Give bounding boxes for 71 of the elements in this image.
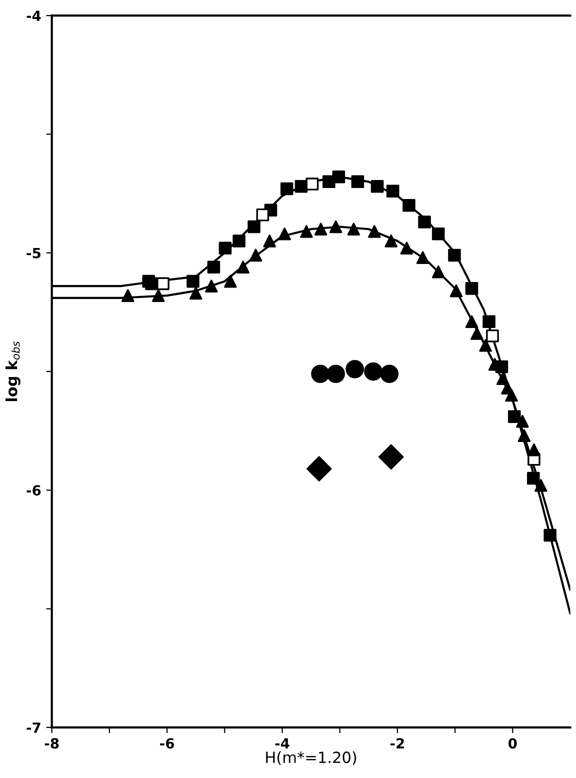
point — [528, 443, 540, 456]
point — [516, 414, 529, 428]
point — [465, 282, 478, 295]
y-tick-label: -4 — [26, 10, 41, 21]
point — [448, 248, 461, 262]
point — [378, 444, 404, 470]
point — [280, 182, 294, 196]
point — [236, 260, 250, 274]
point — [384, 234, 398, 248]
point — [156, 277, 170, 290]
point — [218, 242, 232, 254]
point — [465, 315, 478, 328]
point — [346, 360, 364, 378]
point — [364, 362, 382, 381]
point — [248, 220, 260, 234]
point — [121, 289, 134, 302]
point — [479, 339, 492, 352]
point — [400, 242, 414, 254]
point — [329, 220, 342, 234]
point — [232, 234, 246, 248]
point — [470, 327, 484, 340]
point — [486, 330, 499, 342]
point — [496, 372, 510, 386]
point — [294, 180, 308, 193]
point — [402, 199, 416, 212]
point — [416, 251, 430, 264]
point — [205, 280, 218, 292]
point — [432, 227, 445, 240]
x-tick-label: 0 — [508, 738, 517, 749]
point — [332, 170, 346, 184]
point — [386, 184, 400, 198]
point — [311, 364, 330, 384]
point — [508, 410, 521, 423]
x-tick-label: -4 — [275, 738, 290, 748]
point — [306, 178, 319, 190]
point — [505, 388, 518, 402]
point — [263, 234, 276, 248]
point — [544, 528, 556, 542]
point — [306, 456, 332, 482]
point — [534, 479, 548, 492]
point — [224, 274, 237, 288]
point — [326, 364, 345, 384]
point — [526, 472, 540, 485]
point — [368, 225, 381, 238]
point — [432, 265, 445, 278]
point — [186, 274, 200, 288]
point — [380, 364, 399, 384]
point — [370, 180, 384, 193]
point — [152, 289, 165, 302]
point — [518, 429, 531, 442]
y-tick-label: -6 — [26, 485, 41, 496]
x-tick-label: -6 — [160, 738, 174, 749]
point — [145, 277, 158, 290]
x-axis-title: H(m*=1.20) — [266, 751, 356, 765]
point — [347, 222, 360, 236]
y-axis-title: log k$_{obs}$ — [5, 341, 20, 402]
y-tick-label: -5 — [26, 248, 40, 258]
x-tick-label: -8 — [44, 738, 59, 749]
point — [189, 286, 202, 300]
point — [450, 284, 463, 298]
point — [351, 175, 364, 188]
point — [249, 248, 262, 262]
point — [300, 225, 313, 238]
point — [207, 260, 220, 274]
point — [314, 222, 328, 236]
point — [418, 216, 431, 228]
y-tick-label: -7 — [26, 722, 40, 733]
point — [278, 227, 291, 240]
x-tick-label: -2 — [390, 738, 404, 748]
point — [256, 208, 270, 222]
point — [482, 315, 496, 328]
